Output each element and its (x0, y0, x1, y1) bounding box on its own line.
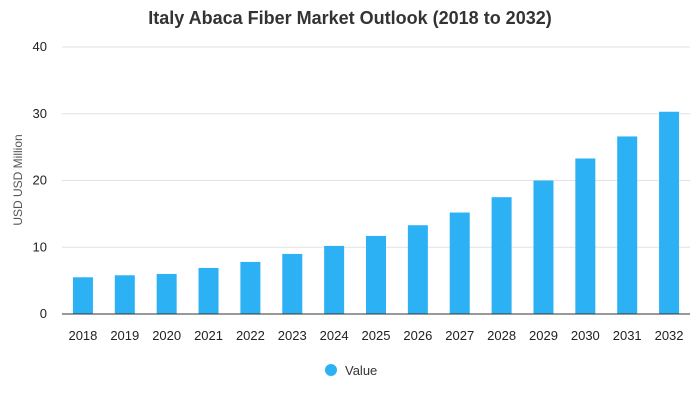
bar-2018 (72, 277, 93, 314)
y-axis-ticks: 0 10 20 30 40 (33, 39, 47, 321)
bar-2022 (240, 261, 261, 314)
y-tick-label: 30 (33, 106, 47, 121)
bar-2030 (575, 158, 596, 314)
bar-2025 (366, 235, 386, 314)
x-tick-label: 2030 (571, 328, 600, 343)
bars (72, 111, 680, 314)
bar-2019 (114, 275, 135, 314)
x-tick-label: 2032 (655, 328, 684, 343)
x-tick-label: 2020 (152, 328, 181, 343)
y-tick-label: 20 (33, 173, 47, 188)
bar-2028 (491, 197, 512, 314)
bar-2029 (533, 180, 554, 314)
bar-2020 (156, 273, 177, 314)
bar-2021 (198, 267, 219, 314)
bar-2026 (407, 225, 428, 314)
legend: Value (325, 363, 377, 378)
y-tick-label: 0 (40, 306, 47, 321)
bar-2024 (324, 245, 345, 314)
x-tick-label: 2027 (445, 328, 474, 343)
x-tick-label: 2019 (110, 328, 139, 343)
x-tick-label: 2031 (613, 328, 642, 343)
x-tick-label: 2018 (68, 328, 97, 343)
x-tick-label: 2025 (362, 328, 391, 343)
y-tick-label: 40 (33, 39, 47, 54)
y-tick-label: 10 (33, 239, 47, 254)
x-tick-label: 2023 (278, 328, 307, 343)
x-tick-label: 2026 (403, 328, 432, 343)
y-axis-label: USD USD Million (11, 134, 25, 225)
bar-2027 (449, 212, 470, 314)
chart-title: Italy Abaca Fiber Market Outlook (2018 t… (148, 8, 552, 28)
x-tick-label: 2022 (236, 328, 265, 343)
bar-2031 (617, 136, 638, 314)
x-axis-ticks: 2018 2019 2020 2021 2022 2023 2024 2025 2026 2027… (68, 328, 683, 343)
legend-marker-value (325, 364, 337, 376)
x-tick-label: 2028 (487, 328, 516, 343)
x-tick-label: 2024 (320, 328, 349, 343)
x-tick-label: 2021 (194, 328, 223, 343)
x-tick-label: 2029 (529, 328, 558, 343)
bar-2032 (659, 111, 680, 314)
bar-2023 (282, 253, 303, 314)
legend-label-value: Value (345, 363, 377, 378)
